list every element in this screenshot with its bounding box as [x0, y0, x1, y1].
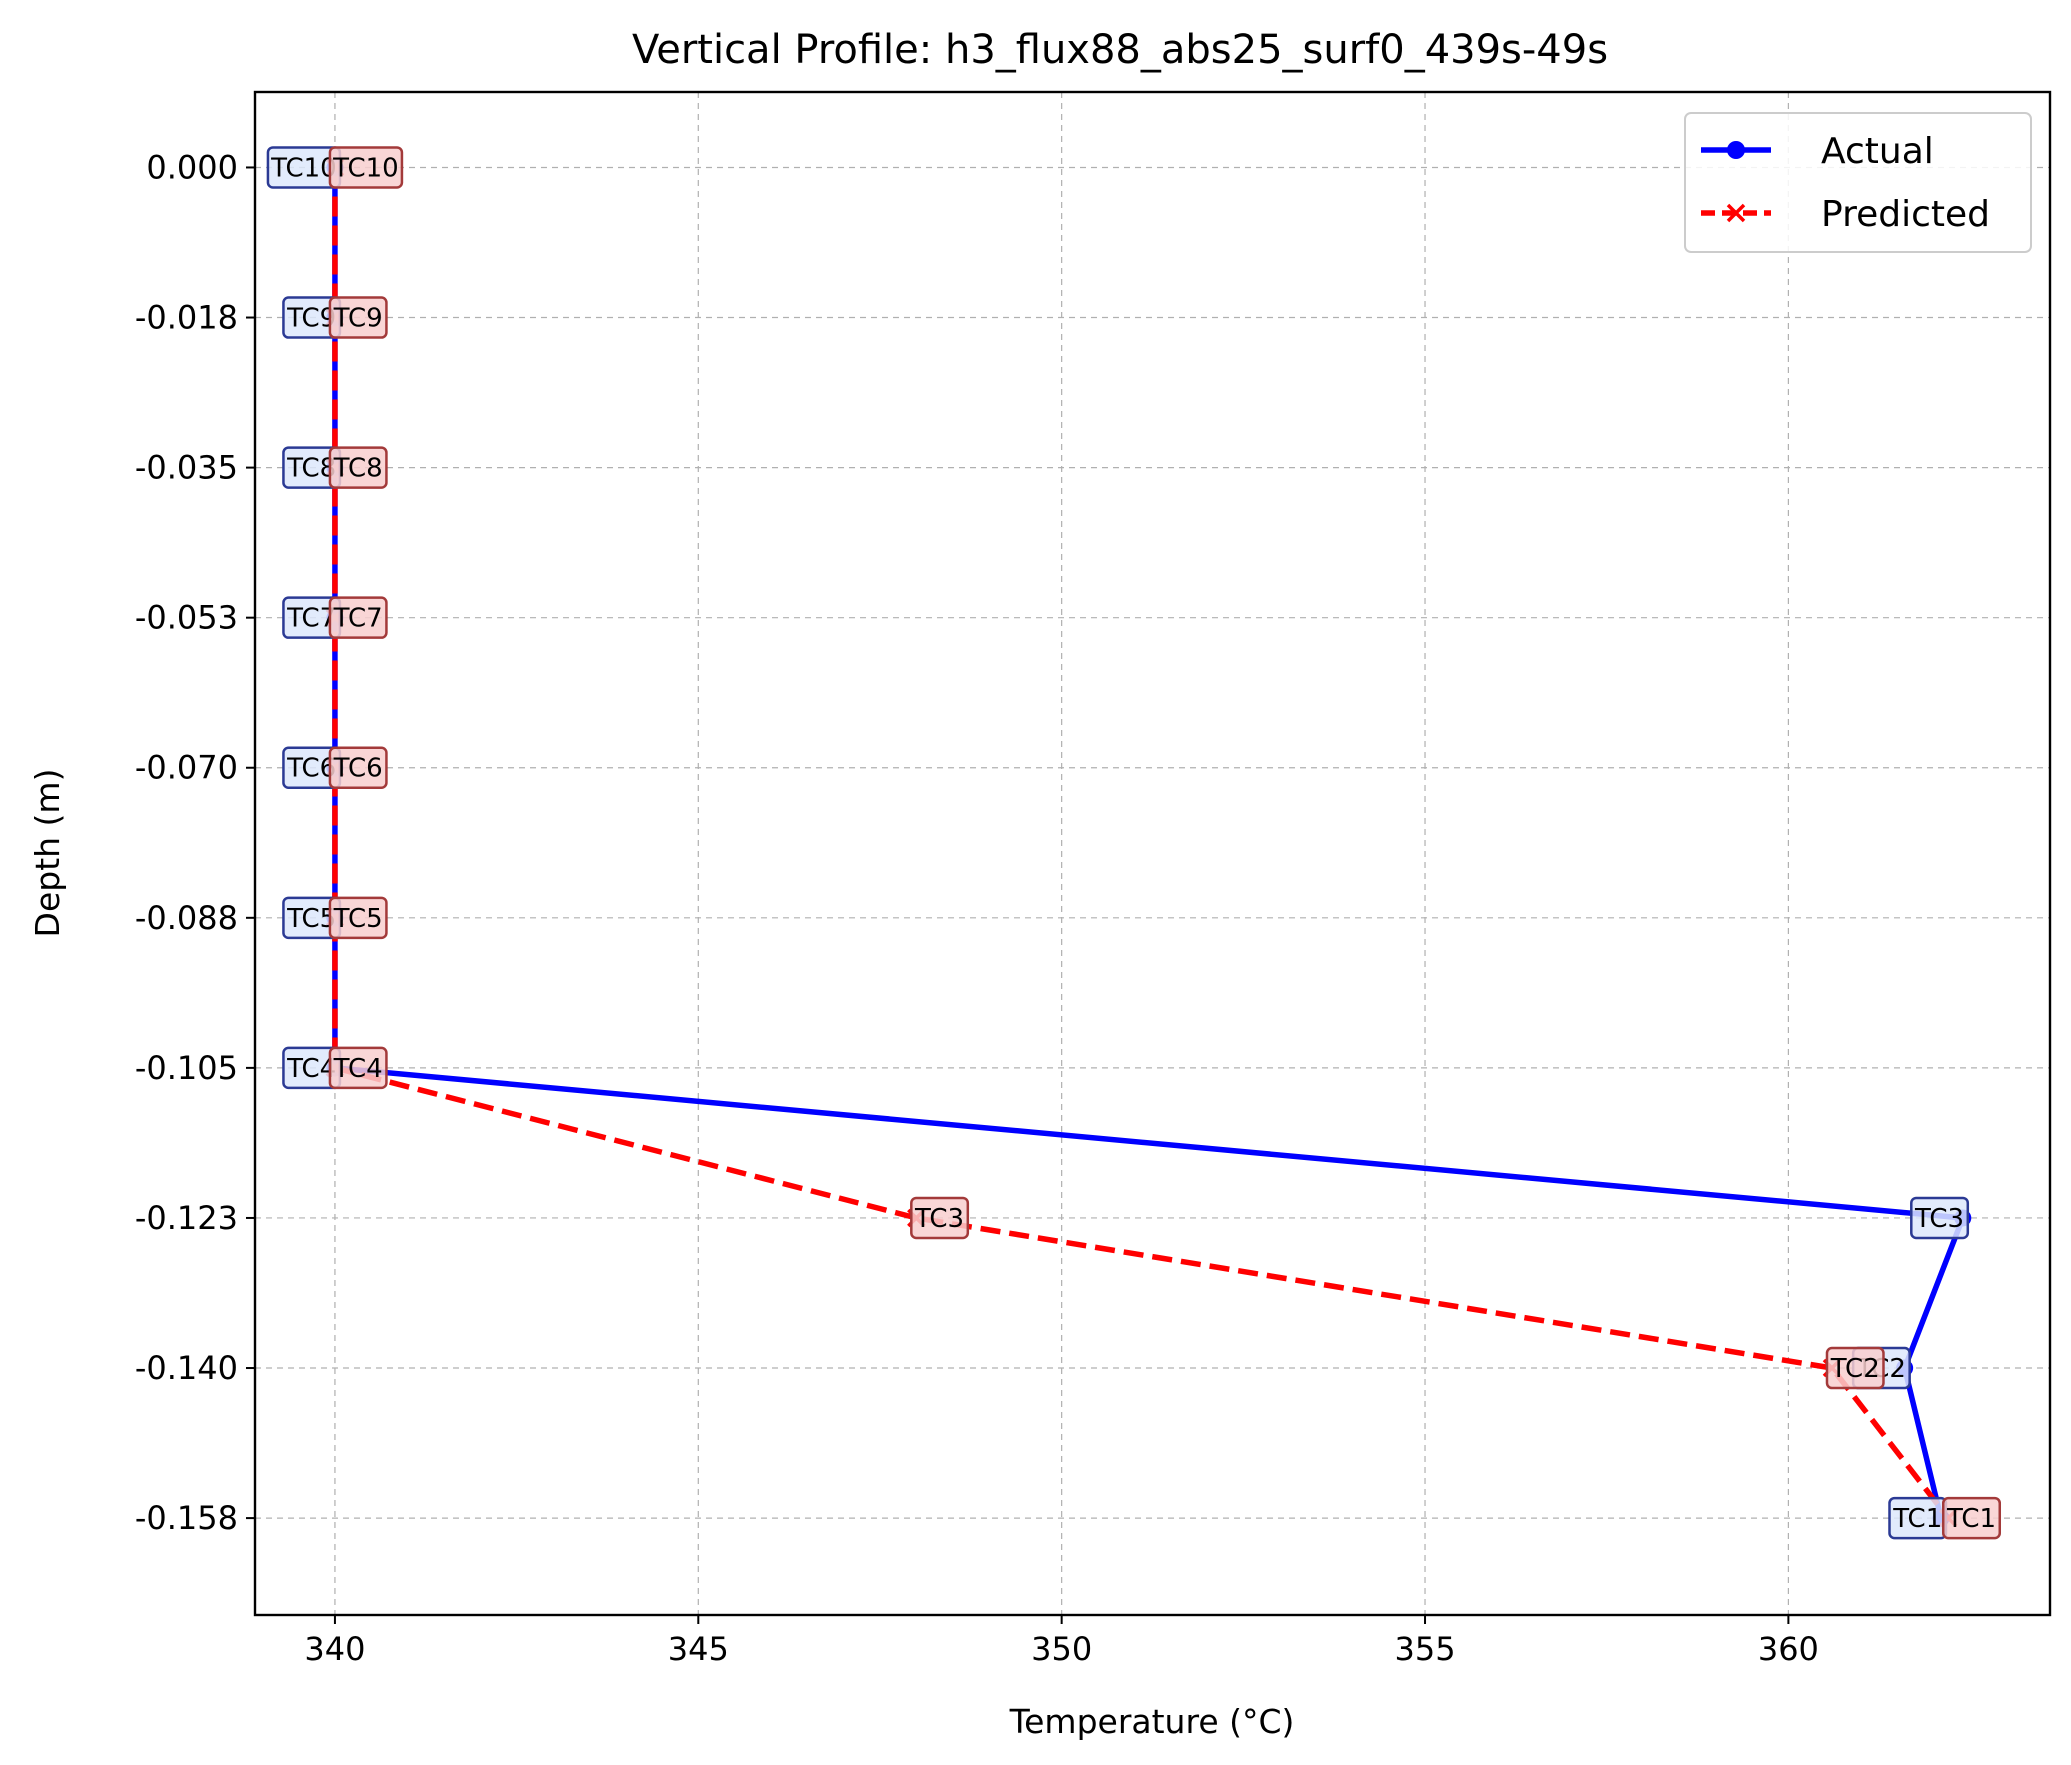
sensor-label-text: TC3 [1914, 1204, 1964, 1234]
y-tick-label: 0.000 [146, 148, 238, 186]
sensor-label-text: TC5 [286, 904, 336, 934]
sensor-label-text: TC1 [1946, 1504, 1996, 1534]
x-axis-label: Temperature (°C) [1009, 1702, 1295, 1741]
sensor-label-text: TC6 [333, 754, 383, 784]
y-axis-label: Depth (m) [28, 769, 67, 938]
predicted-label-box [328, 896, 388, 940]
legend: Actual Predicted [1684, 112, 2032, 253]
actual-sensor-label: TC7 [282, 596, 342, 639]
x-tick-label: 360 [1758, 1630, 1819, 1668]
actual-sensor-label: TC8 [282, 446, 342, 489]
predicted-label-box [328, 746, 388, 789]
grid [255, 92, 2050, 1615]
predicted-sensor-label: TC4 [328, 1046, 388, 1090]
predicted-label-box [1942, 1496, 2002, 1540]
sensor-label-text: TC6 [286, 754, 336, 784]
sensor-label-text: TC9 [286, 304, 336, 334]
y-tick-label: -0.018 [135, 299, 238, 337]
sensor-label-text: TC7 [333, 604, 383, 634]
predicted-label-box [328, 146, 404, 189]
predicted-label-box [328, 1046, 388, 1090]
sensor-label-text: TC2 [1830, 1354, 1880, 1384]
y-axis: 0.000 -0.018 -0.035 -0.053 -0.070 -0.088 -0.10… [135, 148, 255, 1537]
x-axis: 340 345 350 355 360 [304, 1615, 1819, 1668]
y-tick-label: -0.070 [135, 749, 238, 787]
y-tick-label: -0.158 [135, 1499, 238, 1537]
x-tick-label: 355 [1394, 1630, 1455, 1668]
sensor-label-text: TC7 [286, 604, 336, 634]
sensor-label-text: TC10 [332, 153, 399, 183]
actual-sensor-label: TC5 [282, 896, 342, 940]
sensor-label-text: TC9 [333, 304, 383, 334]
sensor-label-text: TC1 [1892, 1504, 1942, 1534]
predicted-label-box [328, 446, 388, 489]
actual-sensor-label: TC10 [266, 146, 342, 189]
y-tick-label: -0.053 [135, 599, 238, 637]
sensor-label-text: TC8 [333, 454, 383, 484]
legend-label: Predicted [1821, 194, 1990, 235]
actual-sensor-label: TC1 [1888, 1496, 1948, 1540]
y-tick-label: -0.105 [135, 1049, 238, 1087]
x-tick-label: 350 [1031, 1630, 1092, 1668]
sensor-label-text: TC3 [914, 1204, 964, 1234]
predicted-sensor-label: TC6 [328, 746, 388, 789]
sensor-label-text: TC5 [333, 904, 383, 934]
predicted-sensor-label: TC2 [1825, 1346, 1885, 1390]
predicted-label-box [328, 596, 388, 639]
sensor-label-text: TC4 [286, 1054, 336, 1084]
predicted-sensor-label: TC10 [328, 146, 404, 189]
predicted-sensor-label: TC9 [328, 296, 388, 339]
chart-title: Vertical Profile: h3_flux88_abs25_surf0_… [632, 27, 1608, 73]
actual-label-box [1910, 1196, 1970, 1240]
x-tick-label: 340 [304, 1630, 365, 1668]
legend-marker [1727, 141, 1745, 159]
actual-sensor-label: TC3 [1910, 1196, 1970, 1240]
predicted-sensor-label: TC5 [328, 896, 388, 940]
plot-area: TC10 TC9 TC8 TC7 TC6 TC5 TC4 TC3 TC2 TC1 TC10 TC9 TC… [266, 146, 2002, 1540]
predicted-sensor-label: TC7 [328, 596, 388, 639]
x-tick-label: 345 [668, 1630, 729, 1668]
predicted-sensor-label: TC8 [328, 446, 388, 489]
plot-frame [253, 90, 2052, 1617]
y-tick-label: -0.140 [135, 1349, 238, 1387]
predicted-label-box [910, 1196, 970, 1240]
y-tick-label: -0.123 [135, 1199, 238, 1237]
predicted-sensor-label: TC1 [1942, 1496, 2002, 1540]
sensor-label-text: TC8 [286, 454, 336, 484]
actual-sensor-label: TC9 [282, 296, 342, 339]
predicted-line [332, 167, 1951, 1520]
legend-box [1684, 112, 2032, 253]
sensor-label-text: TC10 [270, 153, 337, 183]
legend-label: Actual [1821, 131, 1934, 172]
legend-marker [1726, 203, 1746, 223]
y-tick-label: -0.035 [135, 449, 238, 487]
sensor-label-text: TC4 [333, 1054, 383, 1084]
predicted-sensor-label: TC3 [910, 1196, 970, 1240]
predicted-label-box [328, 296, 388, 339]
actual-sensor-label: TC4 [282, 1046, 342, 1090]
y-tick-label: -0.088 [135, 899, 238, 937]
predicted-label-box [1825, 1346, 1885, 1390]
